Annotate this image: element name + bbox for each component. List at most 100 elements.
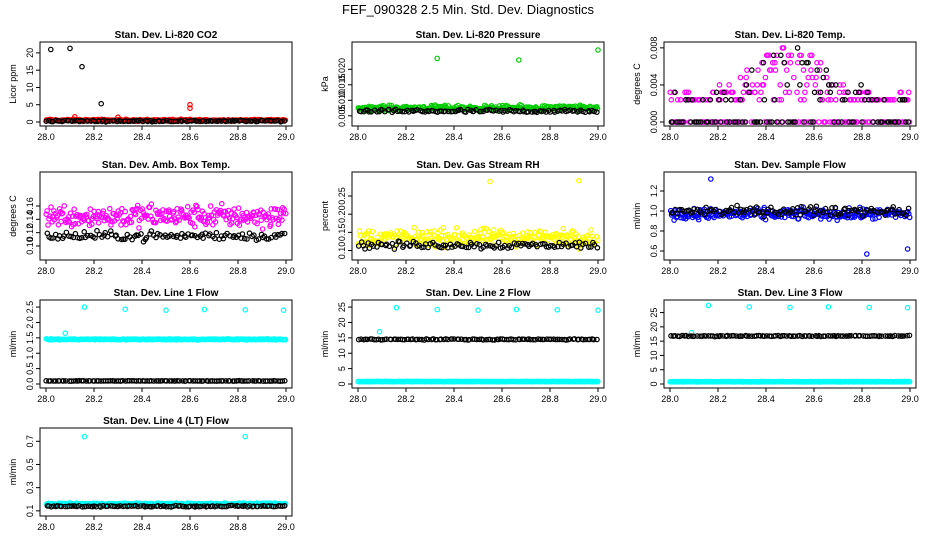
data-point: [49, 118, 56, 125]
data-point: [282, 336, 289, 343]
data-point: [817, 89, 824, 96]
y-tick-label: 25: [649, 308, 659, 318]
data-point: [152, 219, 159, 226]
data-point: [480, 225, 487, 232]
y-tick-label: 0.8: [649, 225, 659, 238]
data-point: [135, 503, 141, 510]
data-point: [723, 119, 730, 125]
series-box-temp-b: [44, 227, 288, 245]
y-axis-label: ml/min: [8, 459, 18, 486]
data-point: [674, 97, 681, 103]
data-point: [749, 82, 756, 88]
data-point: [184, 203, 191, 210]
outlier-point: [515, 57, 522, 63]
data-point: [442, 108, 449, 115]
data-point: [904, 332, 910, 339]
data-point: [530, 336, 536, 343]
outlier-point: [67, 45, 73, 52]
data-point: [197, 378, 203, 384]
data-point: [813, 74, 819, 81]
y-tick-label: 25: [337, 302, 347, 312]
data-point: [59, 210, 66, 217]
panel-title: Stan. Dev. Li-820 Temp.: [735, 30, 846, 41]
y-tick-label: 0.6: [649, 245, 659, 258]
x-tick-label: 28.8: [229, 394, 247, 404]
data-point: [47, 378, 54, 384]
data-point: [817, 216, 824, 222]
x-tick-label: 28.4: [133, 522, 151, 532]
x-tick-label: 28.2: [709, 132, 727, 142]
data-point: [672, 89, 678, 96]
panel-8: Stan. Dev. Line 2 Flow 28.0 28.2 28.4 28.6 28…: [320, 288, 607, 404]
data-point: [739, 119, 746, 125]
data-point: [56, 206, 63, 212]
data-point: [895, 333, 902, 339]
panel-1: Stan. Dev. Li-820 CO2 28.0 28.2 28.4 28.6 28.…: [8, 30, 295, 142]
data-point: [795, 119, 802, 125]
data-point: [730, 89, 736, 96]
data-point: [890, 204, 897, 210]
series-line-4-a: [43, 433, 289, 508]
data-point: [788, 52, 795, 59]
data-point: [411, 224, 417, 231]
x-tick-label: 28.0: [349, 394, 367, 404]
data-point: [808, 52, 815, 59]
plot-frame: [351, 171, 605, 261]
data-point: [58, 503, 65, 510]
y-tick-label: 0: [649, 381, 659, 386]
data-point: [418, 229, 425, 236]
data-point: [54, 212, 61, 219]
series-line-3-a: [667, 302, 913, 385]
data-point: [138, 231, 144, 237]
data-point: [814, 67, 820, 73]
data-point: [594, 237, 601, 244]
data-point: [220, 378, 226, 384]
data-point: [241, 235, 248, 242]
series-line-1-a: [43, 304, 289, 343]
y-tick-label: 0.010: [337, 89, 347, 112]
outlier-point: [513, 306, 520, 313]
data-point: [127, 213, 134, 220]
data-point: [179, 118, 185, 125]
data-point: [762, 74, 769, 81]
data-point: [885, 119, 892, 125]
x-tick-label: 29.0: [589, 394, 607, 404]
data-point: [233, 378, 240, 384]
outlier-point: [62, 330, 68, 337]
data-point: [757, 119, 764, 125]
data-point: [279, 378, 286, 384]
data-point: [474, 241, 480, 247]
plot-frame: [663, 41, 917, 127]
data-point: [281, 118, 288, 124]
data-point: [493, 243, 499, 249]
data-point: [399, 108, 406, 115]
data-point: [792, 119, 798, 125]
data-point: [551, 244, 558, 251]
y-tick-label: 10: [337, 348, 347, 358]
data-point: [832, 82, 839, 88]
data-point: [743, 74, 750, 81]
data-point: [455, 233, 462, 239]
data-point: [44, 208, 50, 214]
x-tick-label: 28.2: [397, 132, 415, 142]
data-point: [788, 333, 794, 340]
data-point: [196, 503, 202, 510]
y-tick-label: 0.5: [25, 458, 35, 471]
data-point: [790, 119, 797, 125]
data-point: [794, 45, 801, 51]
x-tick-label: 28.4: [133, 266, 151, 276]
data-point: [801, 119, 807, 125]
data-point: [857, 206, 864, 213]
data-point: [231, 206, 237, 212]
data-point: [712, 119, 719, 125]
data-point: [259, 117, 266, 124]
data-point: [425, 336, 432, 343]
x-tick-label: 28.6: [181, 266, 199, 276]
y-tick-label: 0.015: [337, 74, 347, 97]
data-point: [279, 217, 285, 223]
data-point: [226, 378, 233, 384]
data-point: [856, 332, 863, 339]
y-tick-label: 0.020: [337, 58, 347, 81]
data-point: [275, 221, 282, 228]
data-point: [902, 119, 909, 125]
